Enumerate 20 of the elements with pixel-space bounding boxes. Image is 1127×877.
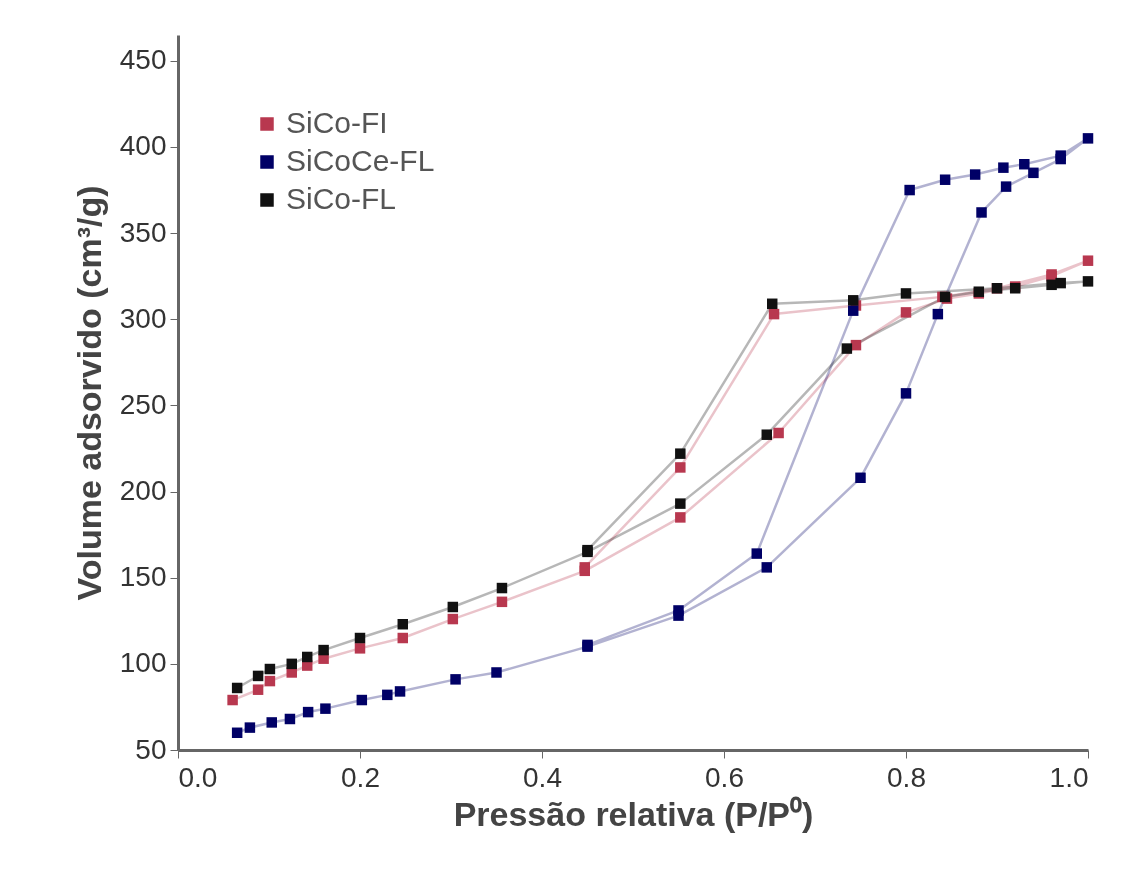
y-tick-label: 50 bbox=[135, 733, 167, 765]
y-axis-title: Volume adsorvido (cm³/g) bbox=[69, 185, 108, 601]
y-tick-label: 350 bbox=[119, 216, 167, 248]
y-tick-label: 450 bbox=[119, 44, 167, 76]
x-tick-label: 0.4 bbox=[523, 761, 562, 793]
y-tick-label: 250 bbox=[119, 388, 167, 420]
y-tick-label: 400 bbox=[119, 130, 167, 162]
x-axis-title: Pressão relativa (P/P⁰) bbox=[453, 794, 814, 833]
x-tick-label: 1.0 bbox=[1049, 761, 1089, 793]
legend-label: SiCoCe-FL bbox=[286, 144, 435, 177]
legend-label: SiCo-FI bbox=[286, 106, 388, 139]
x-tick-label: 0.0 bbox=[178, 761, 218, 793]
y-tick-label: 300 bbox=[119, 302, 167, 334]
legend-label: SiCo-FL bbox=[286, 182, 397, 215]
x-tick-label: 0.6 bbox=[705, 761, 744, 793]
y-tick-label: 100 bbox=[119, 647, 167, 679]
y-tick-label: 200 bbox=[119, 475, 167, 507]
y-tick-label: 150 bbox=[119, 561, 167, 593]
x-tick-label: 0.8 bbox=[887, 761, 926, 793]
x-tick-label: 0.2 bbox=[341, 761, 380, 793]
